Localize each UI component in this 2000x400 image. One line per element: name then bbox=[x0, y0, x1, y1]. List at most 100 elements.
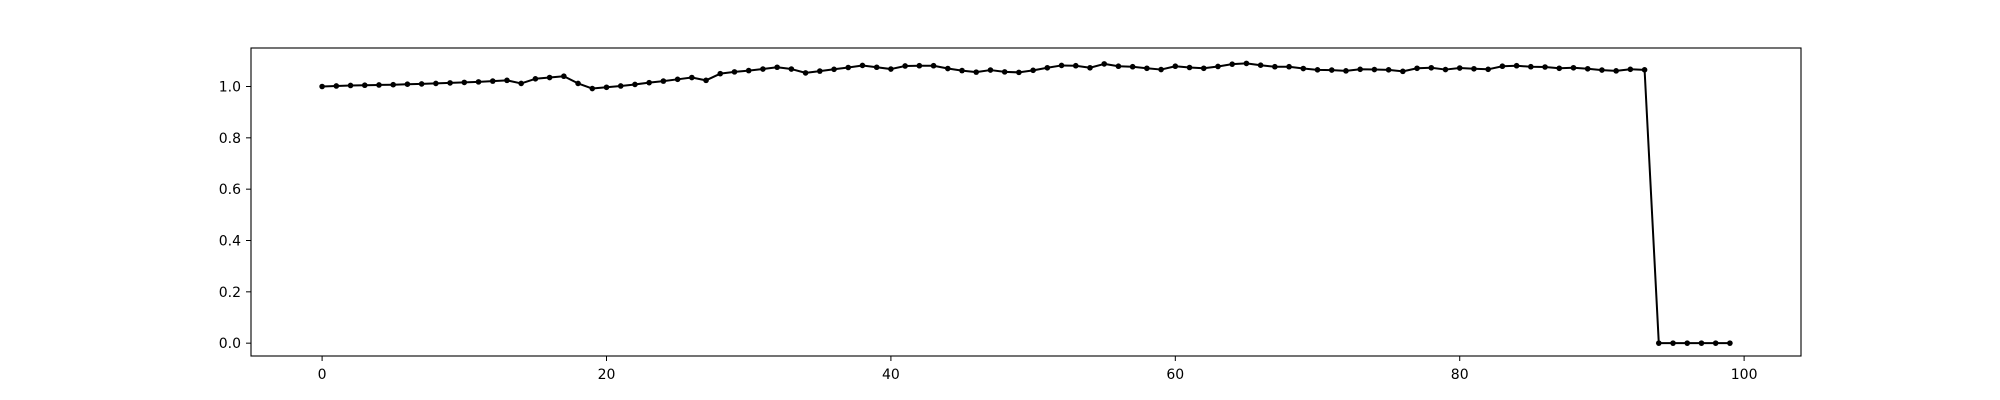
data-point bbox=[674, 76, 681, 83]
data-point bbox=[632, 81, 638, 88]
data-point bbox=[404, 81, 411, 87]
data-point bbox=[1670, 340, 1676, 346]
data-point bbox=[561, 73, 567, 80]
data-point bbox=[1030, 67, 1036, 74]
data-point bbox=[1272, 63, 1278, 70]
data-point bbox=[1158, 66, 1164, 73]
data-point bbox=[1300, 65, 1307, 72]
data-point bbox=[1727, 340, 1733, 346]
data-point bbox=[1001, 69, 1008, 75]
series-line bbox=[322, 62, 1730, 345]
data-point bbox=[532, 76, 539, 82]
data-point bbox=[1556, 65, 1563, 72]
data-point bbox=[1584, 65, 1591, 72]
data-point bbox=[760, 66, 766, 72]
data-point bbox=[959, 67, 965, 74]
data-point bbox=[1087, 64, 1093, 71]
data-point bbox=[1712, 340, 1719, 346]
data-point bbox=[1314, 67, 1321, 73]
data-point bbox=[831, 66, 837, 73]
data-point bbox=[1257, 62, 1264, 68]
y-tick-label: 0.4 bbox=[219, 234, 241, 250]
data-point bbox=[1641, 67, 1648, 73]
data-point bbox=[418, 81, 425, 87]
data-point bbox=[1400, 68, 1406, 75]
data-point bbox=[361, 82, 368, 89]
data-point bbox=[1144, 65, 1150, 72]
data-point bbox=[1485, 66, 1491, 73]
y-tick-label: 0.0 bbox=[219, 336, 241, 352]
data-point bbox=[1115, 63, 1122, 70]
data-point bbox=[745, 67, 752, 74]
data-point bbox=[1016, 69, 1022, 76]
data-point bbox=[1058, 62, 1065, 69]
data-point bbox=[1528, 63, 1534, 70]
data-point bbox=[817, 68, 823, 74]
data-point bbox=[845, 64, 852, 71]
y-tick-label: 1.0 bbox=[219, 80, 241, 96]
data-point bbox=[660, 78, 667, 84]
x-tick-label: 60 bbox=[1166, 367, 1184, 383]
y-tick-label: 0.6 bbox=[219, 182, 241, 198]
data-point bbox=[1172, 63, 1179, 70]
data-point bbox=[916, 62, 923, 69]
data-point bbox=[518, 80, 524, 87]
data-point bbox=[717, 70, 724, 77]
y-tick-label: 0.2 bbox=[219, 285, 241, 301]
data-point bbox=[1684, 340, 1691, 346]
data-point bbox=[1613, 68, 1619, 74]
data-point bbox=[1343, 68, 1349, 74]
data-point bbox=[1186, 64, 1193, 71]
x-tick-label: 40 bbox=[882, 367, 900, 383]
data-point bbox=[1513, 62, 1520, 69]
data-point bbox=[774, 64, 780, 71]
data-point bbox=[376, 82, 382, 88]
data-point bbox=[447, 80, 453, 86]
data-point bbox=[703, 77, 709, 84]
data-point bbox=[902, 63, 908, 69]
data-point bbox=[859, 62, 866, 69]
data-point bbox=[319, 83, 325, 90]
data-point bbox=[589, 85, 596, 92]
data-point bbox=[603, 84, 610, 91]
data-point bbox=[475, 79, 482, 85]
data-point bbox=[1456, 65, 1463, 71]
data-point bbox=[433, 80, 439, 87]
data-point bbox=[461, 79, 468, 86]
data-point bbox=[689, 74, 695, 81]
data-point bbox=[888, 66, 894, 72]
data-point bbox=[504, 77, 510, 84]
data-point bbox=[1542, 64, 1548, 70]
data-point bbox=[1357, 66, 1363, 73]
x-tick-label: 20 bbox=[598, 367, 616, 383]
data-point bbox=[1286, 63, 1292, 70]
data-point bbox=[1471, 65, 1477, 72]
data-point bbox=[930, 62, 937, 69]
data-point bbox=[1072, 62, 1079, 69]
data-point bbox=[1655, 340, 1662, 346]
data-point bbox=[489, 78, 496, 84]
data-point bbox=[1200, 65, 1207, 72]
data-point bbox=[347, 82, 354, 89]
data-point bbox=[1414, 65, 1420, 72]
data-point bbox=[1627, 66, 1634, 73]
data-point bbox=[1129, 63, 1136, 70]
data-point bbox=[1215, 63, 1221, 70]
data-point bbox=[646, 79, 652, 86]
data-point bbox=[1229, 61, 1235, 67]
data-point bbox=[788, 66, 795, 72]
data-point bbox=[987, 67, 994, 73]
data-point bbox=[1570, 64, 1577, 71]
series-layer bbox=[319, 60, 1733, 346]
data-point bbox=[1101, 61, 1108, 67]
x-tick-label: 0 bbox=[318, 367, 327, 383]
data-point bbox=[1428, 64, 1435, 71]
data-point bbox=[1442, 66, 1449, 73]
data-point bbox=[944, 65, 951, 72]
data-point bbox=[1698, 340, 1705, 346]
x-tick-label: 80 bbox=[1451, 367, 1469, 383]
data-point bbox=[546, 74, 553, 81]
y-axis-ticks: 0.0 0.2 0.4 0.6 0.8 1.0 bbox=[219, 80, 251, 352]
